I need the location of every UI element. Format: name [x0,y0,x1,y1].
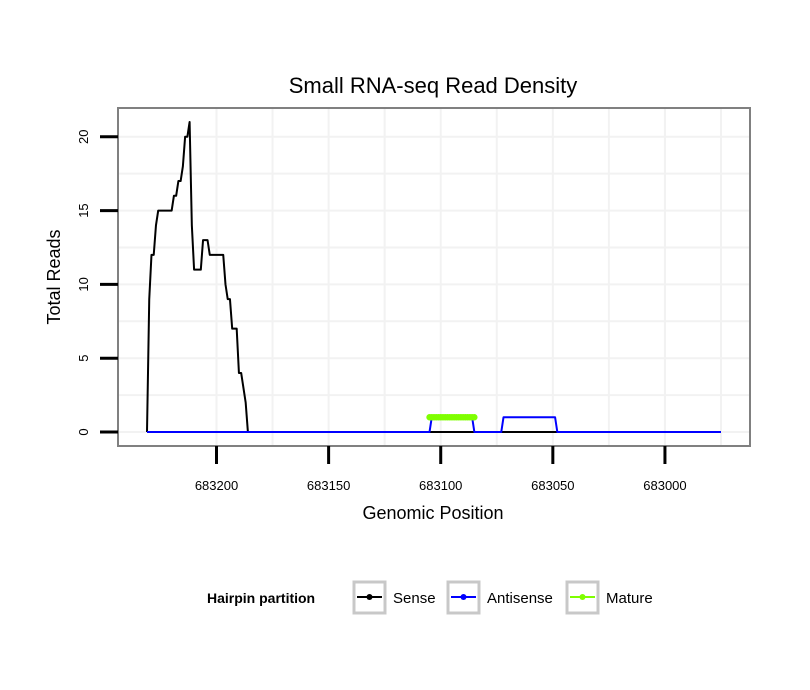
legend-label-mature: Mature [606,590,653,607]
x-tick-label: 683000 [643,478,686,493]
legend-item-sense: Sense [352,580,436,615]
x-tick-label: 683050 [531,478,574,493]
data-point-mature [471,414,478,421]
plot-panel [117,107,751,447]
y-axis-title: Total Reads [44,229,64,324]
y-tick-label: 5 [76,355,91,362]
y-tick-label: 20 [76,130,91,144]
y-tick-label: 10 [76,277,91,291]
x-axis-title: Genomic Position [362,503,503,523]
x-tick-label: 683200 [195,478,238,493]
legend: Hairpin partition Sense Antisense Mature [207,580,653,615]
legend-title: Hairpin partition [207,590,315,606]
y-tick-label: 15 [76,203,91,217]
x-tick-label: 683100 [419,478,462,493]
legend-dot-mature [579,594,586,600]
legend-dot-sense [366,594,373,600]
legend-item-antisense: Antisense [446,580,553,615]
legend-label-sense: Sense [393,590,436,607]
x-tick-label: 683150 [307,478,350,493]
legend-item-mature: Mature [565,580,653,615]
axes: 683200 683150 683100 683050 683000 0 5 10 15 20 [76,130,687,493]
legend-dot-antisense [460,594,467,600]
y-tick-label: 0 [76,428,91,435]
series-layer [146,121,721,433]
legend-label-antisense: Antisense [487,590,553,607]
chart-title: Small RNA-seq Read Density [289,73,578,98]
series-line-antisense [147,416,721,433]
